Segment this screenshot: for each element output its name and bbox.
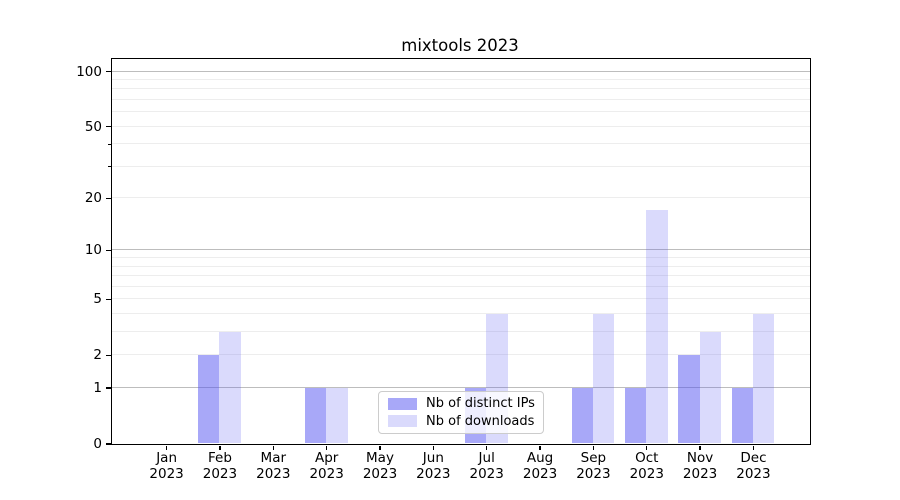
gridline-minor-4: [111, 313, 810, 315]
x-tick-label-feb: Feb 2023: [202, 450, 238, 482]
x-tick-nov: [699, 445, 701, 450]
x-tick-oct: [646, 445, 648, 450]
x-tick-label-nov: Nov 2023: [682, 450, 718, 482]
gridline-minor-3: [111, 331, 810, 333]
y-minor-tick-30: [108, 166, 111, 168]
bar-nb-of-distinct-ips-sep: [571, 387, 593, 444]
gridline-minor-5: [111, 298, 810, 300]
x-tick-mar: [272, 445, 274, 450]
x-tick-dec: [752, 445, 755, 450]
y-tick-5: [106, 298, 111, 301]
legend: Nb of distinct IPs Nb of downloads: [378, 391, 544, 434]
x-tick-aug: [539, 445, 541, 450]
legend-label-downloads: Nb of downloads: [426, 413, 535, 429]
y-tick-label-0: 0: [93, 436, 102, 452]
x-tick-label-aug: Aug 2023: [522, 450, 558, 482]
y-tick-10: [106, 249, 111, 252]
gridline-minor-40: [111, 143, 810, 145]
bar-nb-of-distinct-ips-apr: [304, 387, 327, 444]
gridline-minor-50: [111, 125, 810, 127]
x-tick-label-oct: Oct 2023: [629, 450, 664, 482]
bar-nb-of-downloads-dec: [752, 313, 775, 444]
y-minor-tick-40: [108, 143, 111, 145]
y-tick-0: [106, 443, 111, 445]
gridline-minor-6: [111, 285, 810, 287]
gridline-major-100: [111, 70, 810, 72]
x-tick-label-jul: Jul 2023: [469, 450, 504, 482]
legend-item-distinct-ips: Nb of distinct IPs: [388, 396, 535, 412]
x-tick-sep: [592, 445, 595, 450]
gridline-minor-9: [111, 257, 810, 259]
bar-nb-of-distinct-ips-nov: [678, 354, 700, 444]
legend-label-distinct-ips: Nb of distinct IPs: [426, 396, 535, 412]
legend-swatch-distinct-ips: [388, 397, 417, 410]
gridline-major-10: [111, 249, 810, 251]
x-tick-jul: [486, 445, 488, 450]
plot-area: [110, 57, 811, 445]
gridline-minor-8: [111, 265, 810, 267]
x-tick-apr: [326, 445, 328, 450]
bar-nb-of-distinct-ips-feb: [198, 354, 220, 444]
bar-nb-of-distinct-ips-dec: [731, 387, 753, 444]
chart-title: mixtools 2023: [401, 36, 519, 55]
x-tick-label-dec: Dec 2023: [736, 450, 771, 482]
x-tick-label-jan: Jan 2023: [149, 450, 184, 482]
gridline-minor-20: [111, 197, 810, 199]
y-tick-1: [106, 387, 111, 389]
x-tick-jan: [165, 445, 168, 450]
x-tick-jun: [432, 445, 434, 450]
gridline-minor-70: [111, 98, 810, 100]
bar-nb-of-downloads-nov: [699, 331, 721, 444]
x-tick-label-apr: Apr 2023: [309, 450, 344, 482]
bar-nb-of-downloads-sep: [592, 313, 615, 444]
y-tick-50: [106, 126, 111, 128]
x-tick-feb: [219, 445, 221, 450]
bar-nb-of-downloads-feb: [219, 331, 241, 444]
y-tick-label-1: 1: [93, 380, 102, 397]
y-tick-100: [106, 70, 111, 73]
y-tick-label-2: 2: [93, 347, 102, 364]
y-tick-label-5: 5: [93, 291, 102, 308]
bar-nb-of-downloads-apr: [326, 387, 348, 444]
gridline-major-1: [111, 387, 810, 389]
bar-nb-of-downloads-oct: [646, 210, 668, 444]
x-tick-may: [379, 445, 381, 450]
y-tick-20: [106, 197, 111, 199]
y-tick-label-10: 10: [84, 242, 102, 259]
gridline-minor-7: [111, 275, 810, 277]
x-tick-label-may: May 2023: [362, 450, 398, 482]
y-tick-label-100: 100: [76, 63, 102, 80]
y-tick-2: [106, 354, 111, 356]
legend-swatch-downloads: [388, 415, 417, 428]
gridline-minor-90: [111, 78, 810, 80]
gridline-minor-80: [111, 88, 810, 90]
gridline-minor-30: [111, 165, 810, 167]
x-tick-label-jun: Jun 2023: [416, 450, 451, 482]
y-tick-label-20: 20: [84, 190, 102, 207]
y-tick-label-50: 50: [84, 118, 102, 135]
x-tick-label-sep: Sep 2023: [576, 450, 611, 482]
bar-nb-of-distinct-ips-oct: [624, 387, 647, 444]
x-tick-label-mar: Mar 2023: [256, 450, 291, 482]
legend-item-downloads: Nb of downloads: [388, 414, 534, 429]
gridline-minor-60: [111, 111, 810, 113]
gridline-minor-2: [111, 354, 810, 356]
